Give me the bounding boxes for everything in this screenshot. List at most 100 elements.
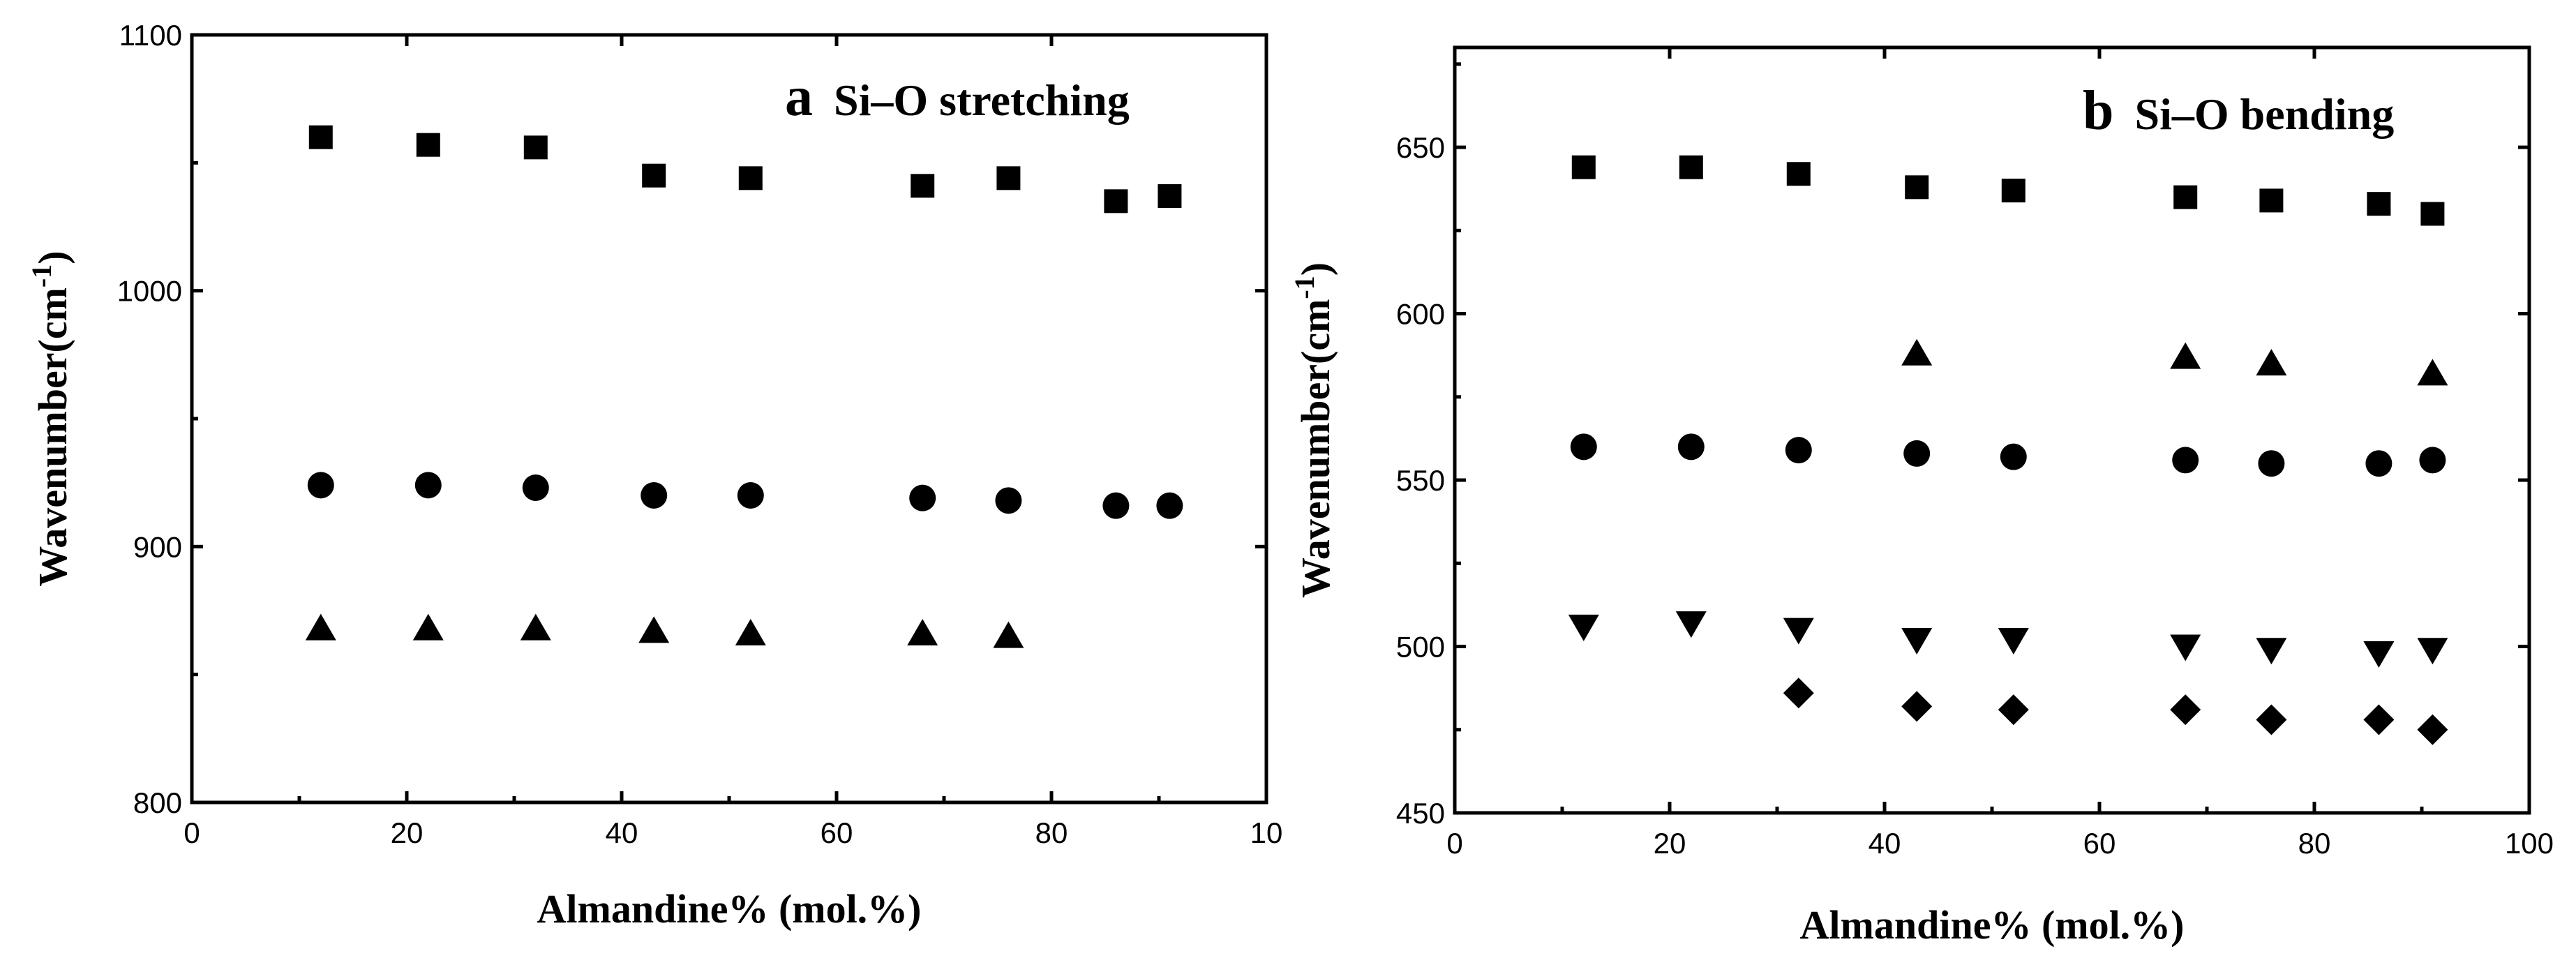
x-tick-label: 0 [184,816,200,849]
data-point-square [2173,185,2198,209]
data-point-square [2420,202,2445,226]
x-axis-label: Almandine% (mol.%) [1800,902,2185,948]
data-point-triangle-down [1675,611,1707,638]
y-tick-label: 650 [1396,131,1445,164]
data-point-circle [2365,450,2392,477]
data-point-diamond [2417,714,2448,745]
data-point-triangle-up [2170,342,2201,369]
y-axis-label: Wavenumber(cm-1) [26,250,75,586]
data-point-square [911,174,935,198]
data-point-diamond [1998,694,2029,726]
y-tick-label: 1100 [119,19,182,52]
x-tick-label: 60 [2083,827,2116,860]
plot-frame [190,33,1268,805]
y-tick-label: 450 [1396,797,1445,830]
x-axis-label: Almandine% (mol.%) [537,886,922,932]
data-point-square [1571,155,1596,179]
data-point-circle [995,487,1022,514]
series-triangle-up [305,613,1024,648]
data-point-triangle-up [305,613,336,641]
data-point-square [1679,155,1703,179]
data-point-square [308,125,333,149]
data-point-square [523,135,548,160]
data-point-circle [1785,437,1812,464]
data-point-circle [1156,492,1183,519]
data-point-triangle-up [993,621,1024,648]
data-point-square [1158,184,1182,208]
series-triangle-up [1901,338,2448,386]
data-point-triangle-up [412,613,444,641]
data-point-triangle-down [1783,618,1814,645]
y-tick-label: 550 [1396,464,1445,497]
data-point-triangle-down [2170,634,2201,661]
x-tick-label: 0 [1446,827,1462,860]
data-point-triangle-up [735,619,766,645]
data-point-triangle-up [907,619,938,645]
data-point-circle [2000,443,2027,470]
y-tick-label: 800 [133,786,182,819]
y-axis-label: Wavenumber(cm-1) [1289,262,1338,598]
y-tick-label: 500 [1396,631,1445,664]
series-triangle-down [1568,611,2448,668]
x-tick-label: 20 [1654,827,1686,860]
data-point-diamond [1901,691,1933,722]
data-point-circle [641,482,668,509]
y-tick-label: 1000 [117,275,182,308]
data-point-circle [1102,492,1130,519]
data-point-circle [2172,447,2199,474]
panel-title: a Si–O stretching [785,66,1130,128]
x-tick-label: 40 [606,816,638,849]
x-tick-label: 40 [1869,827,1901,860]
data-point-diamond [2363,704,2395,735]
series-square [308,125,1182,214]
data-point-circle [737,482,764,509]
data-point-circle [1570,433,1597,461]
data-point-square [416,133,440,157]
x-tick-label: 20 [391,816,424,849]
data-point-triangle-down [2363,641,2395,668]
data-point-circle [1677,433,1705,461]
data-point-square [1905,175,1929,200]
data-point-circle [1903,440,1931,467]
data-point-triangle-down [1998,627,2029,654]
data-point-square [738,166,763,190]
data-point-circle [307,472,334,499]
x-tick-label: 80 [2298,827,2331,860]
data-point-square [1104,189,1128,214]
data-point-circle [414,472,442,499]
data-point-triangle-down [2256,638,2287,665]
data-point-circle [522,474,549,501]
y-tick-label: 900 [133,530,182,563]
series-circle [1570,433,2446,477]
x-tick-label: 10 [1250,816,1283,849]
data-point-triangle-up [1901,338,1933,366]
data-point-square [1786,162,1811,186]
data-point-triangle-up [520,613,551,641]
data-point-triangle-down [1568,614,1599,641]
data-point-circle [2419,447,2446,474]
data-point-circle [2258,450,2285,477]
data-point-triangle-down [1901,627,1933,654]
data-point-diamond [1783,678,1814,709]
data-point-square [642,163,666,188]
x-tick-label: 100 [2505,827,2554,860]
data-point-diamond [2256,704,2287,735]
x-tick-label: 80 [1035,816,1068,849]
panel-a: 0 20 40 60 80 10 800 900 1000 1100 Almandine% (mol… [26,19,1282,932]
series-square [1571,155,2445,226]
data-point-circle [909,484,936,511]
data-point-square [2367,192,2391,216]
plot-frame [1453,45,2531,815]
panel-b: 0 20 40 60 80 100 450 500 550 600 650 Almandine% (m… [1289,45,2554,948]
data-point-square [2259,188,2284,213]
series-diamond [1783,678,2448,745]
data-point-square [2001,179,2025,203]
data-point-diamond [2170,694,2201,726]
data-point-triangle-up [638,616,670,643]
y-tick-label: 600 [1396,298,1445,331]
x-tick-label: 60 [821,816,853,849]
data-point-triangle-down [2417,638,2448,665]
data-point-triangle-up [2417,359,2448,386]
panel-title: b Si–O bending [2083,80,2394,142]
